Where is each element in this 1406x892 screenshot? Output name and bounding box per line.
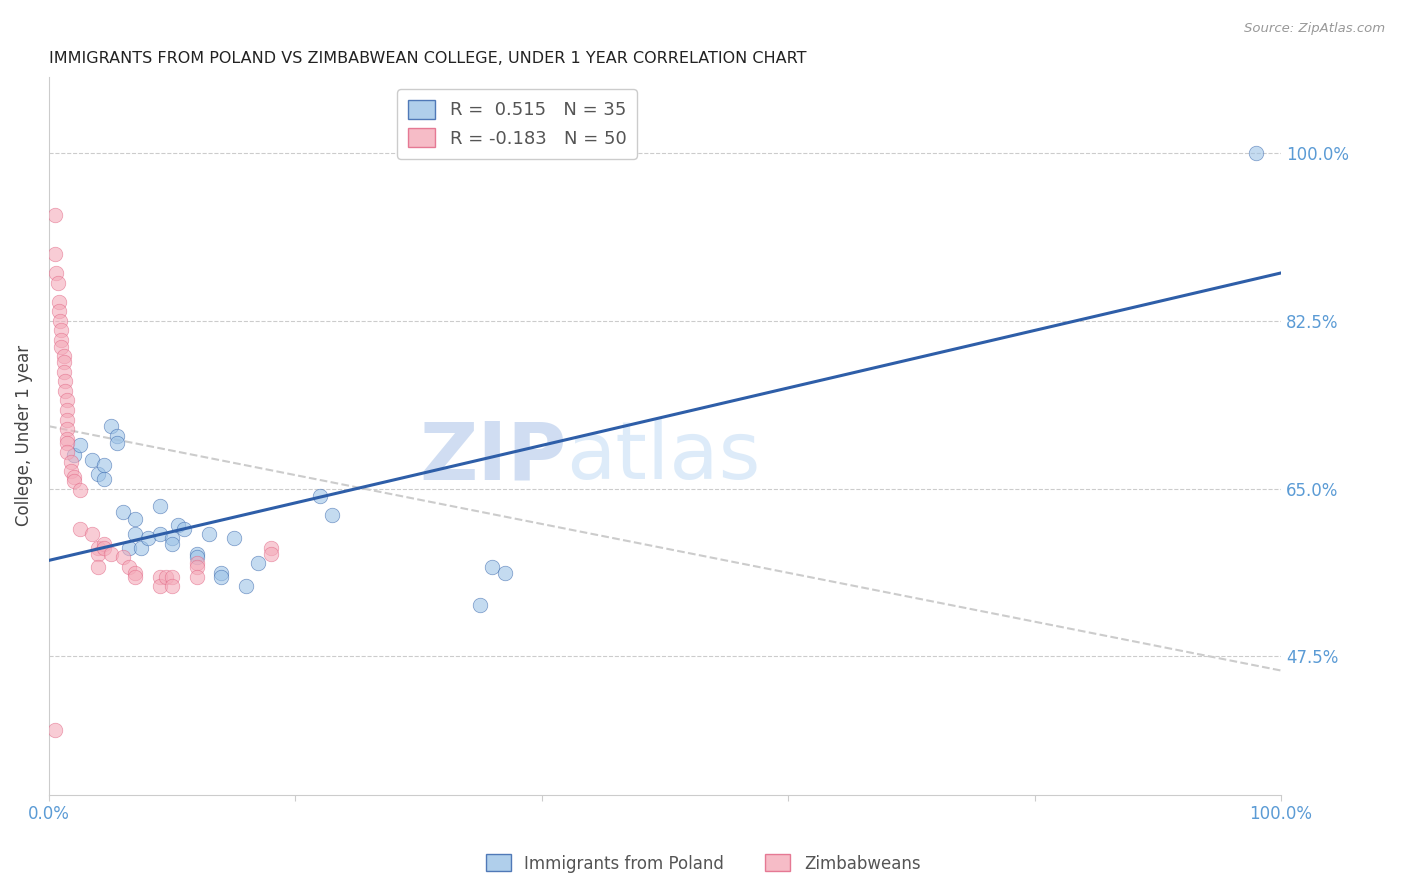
- Point: [247, 556, 270, 570]
- Point: [87, 560, 110, 574]
- Point: [69, 483, 91, 498]
- Point: [60, 464, 83, 478]
- Point: [198, 527, 221, 541]
- Point: [44, 723, 66, 737]
- Point: [62, 470, 84, 484]
- Point: [93, 541, 115, 555]
- Point: [49, 314, 72, 328]
- Point: [105, 429, 128, 443]
- Point: [235, 579, 257, 593]
- Point: [51, 323, 73, 337]
- Point: [211, 569, 233, 583]
- Point: [111, 550, 134, 565]
- Point: [155, 569, 177, 583]
- Point: [321, 508, 343, 523]
- Point: [53, 374, 76, 388]
- Point: [48, 294, 70, 309]
- Point: [52, 365, 75, 379]
- Text: atlas: atlas: [567, 418, 761, 496]
- Legend: R =  0.515   N = 35, R = -0.183   N = 50: R = 0.515 N = 35, R = -0.183 N = 50: [396, 89, 637, 159]
- Point: [80, 452, 103, 467]
- Point: [111, 506, 134, 520]
- Point: [87, 467, 110, 482]
- Point: [44, 209, 66, 223]
- Point: [186, 560, 208, 574]
- Point: [52, 349, 75, 363]
- Point: [93, 458, 115, 472]
- Point: [87, 547, 110, 561]
- Point: [186, 550, 208, 565]
- Point: [53, 384, 76, 398]
- Point: [149, 569, 172, 583]
- Point: [62, 448, 84, 462]
- Point: [211, 566, 233, 580]
- Point: [51, 340, 73, 354]
- Point: [52, 355, 75, 369]
- Point: [260, 547, 283, 561]
- Point: [1246, 146, 1268, 161]
- Point: [124, 527, 146, 541]
- Point: [222, 531, 245, 545]
- Point: [56, 412, 79, 426]
- Point: [56, 403, 79, 417]
- Point: [160, 579, 183, 593]
- Point: [160, 569, 183, 583]
- Point: [56, 393, 79, 408]
- Point: [56, 432, 79, 446]
- Point: [124, 569, 146, 583]
- Text: Source: ZipAtlas.com: Source: ZipAtlas.com: [1244, 22, 1385, 36]
- Point: [45, 266, 67, 280]
- Point: [136, 531, 159, 545]
- Point: [131, 541, 153, 555]
- Point: [56, 422, 79, 436]
- Point: [80, 527, 103, 541]
- Point: [56, 445, 79, 459]
- Point: [167, 517, 190, 532]
- Point: [149, 579, 172, 593]
- Point: [160, 537, 183, 551]
- Point: [160, 531, 183, 545]
- Point: [46, 276, 69, 290]
- Point: [309, 489, 332, 503]
- Legend: Immigrants from Poland, Zimbabweans: Immigrants from Poland, Zimbabweans: [479, 847, 927, 880]
- Point: [118, 541, 141, 555]
- Point: [44, 247, 66, 261]
- Point: [93, 537, 115, 551]
- Point: [87, 541, 110, 555]
- Point: [62, 474, 84, 488]
- Point: [481, 560, 503, 574]
- Point: [124, 512, 146, 526]
- Point: [124, 566, 146, 580]
- Point: [100, 547, 122, 561]
- Point: [93, 472, 115, 486]
- Text: ZIP: ZIP: [419, 418, 567, 496]
- Y-axis label: College, Under 1 year: College, Under 1 year: [15, 345, 32, 526]
- Point: [60, 455, 83, 469]
- Point: [56, 435, 79, 450]
- Point: [494, 566, 516, 580]
- Point: [48, 304, 70, 318]
- Point: [100, 419, 122, 434]
- Text: IMMIGRANTS FROM POLAND VS ZIMBABWEAN COLLEGE, UNDER 1 YEAR CORRELATION CHART: IMMIGRANTS FROM POLAND VS ZIMBABWEAN COL…: [49, 51, 807, 66]
- Point: [186, 547, 208, 561]
- Point: [470, 599, 492, 613]
- Point: [260, 541, 283, 555]
- Point: [149, 499, 172, 513]
- Point: [186, 556, 208, 570]
- Point: [105, 435, 128, 450]
- Point: [69, 522, 91, 536]
- Point: [69, 438, 91, 452]
- Point: [173, 522, 195, 536]
- Point: [149, 527, 172, 541]
- Point: [118, 560, 141, 574]
- Point: [186, 569, 208, 583]
- Point: [51, 333, 73, 347]
